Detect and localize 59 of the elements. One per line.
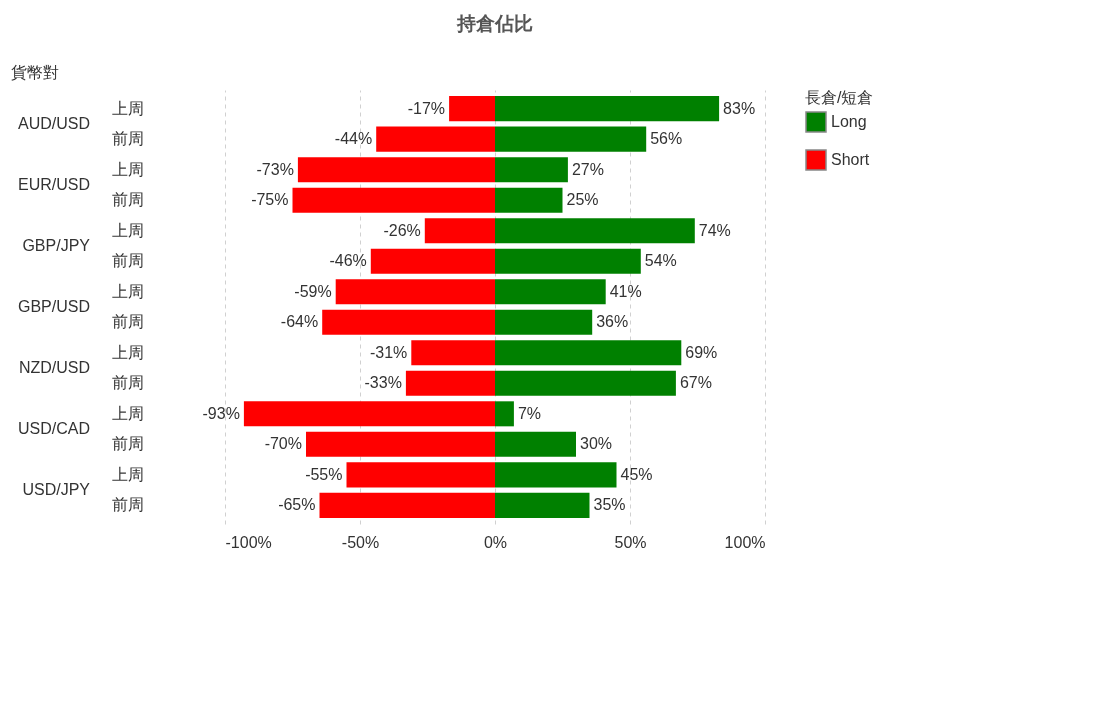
data-label: -75% (251, 191, 289, 209)
x-tick-label: -100% (225, 533, 272, 551)
data-label: -70% (264, 435, 302, 453)
y-tick-label: 前周 (111, 435, 144, 453)
data-label: -93% (202, 404, 240, 422)
data-label: 36% (596, 313, 629, 331)
text: AUD/USD (17, 115, 90, 133)
y-tick-label: 上周 (111, 343, 144, 361)
data-label: 25% (566, 191, 599, 209)
text: NZD/USD (18, 359, 90, 377)
y-axis-title: 貨幣對 (10, 63, 59, 81)
y-tick-label: 前周 (111, 130, 144, 148)
text: EUR/USD (17, 176, 90, 194)
y-tick-label: 前周 (111, 496, 144, 514)
data-label: 56% (650, 130, 683, 148)
data-label: 35% (593, 496, 626, 514)
data-label: -33% (364, 374, 402, 392)
data-label: -73% (256, 160, 294, 178)
y-tick-label: 前周 (111, 374, 144, 392)
data-label: 67% (679, 374, 712, 392)
data-label: -44% (334, 130, 373, 148)
text: USD/CAD (17, 420, 90, 438)
data-label: 54% (644, 252, 677, 270)
x-tick-label: 50% (614, 533, 647, 551)
data-label: -17% (407, 99, 446, 117)
legend-title: 長倉/短倉 (805, 89, 874, 106)
data-label: 27% (571, 160, 604, 178)
text: GBP/USD (17, 298, 90, 316)
data-label: -59% (294, 282, 332, 300)
data-label: 69% (685, 343, 718, 361)
data-label: -65% (278, 496, 316, 514)
x-tick-label: -50% (341, 533, 380, 551)
data-label: 45% (620, 465, 653, 483)
y-tick-label: 上周 (111, 99, 144, 117)
y-tick-label: 上周 (111, 282, 144, 300)
data-label: -55% (305, 465, 343, 483)
data-label: -26% (383, 221, 421, 239)
y-tick-label: 上周 (111, 404, 144, 422)
x-tick-label: 0% (483, 533, 508, 551)
y-tick-label: 前周 (111, 191, 144, 209)
data-label: 7% (517, 404, 542, 422)
data-label: -46% (329, 252, 367, 270)
data-label: -64% (280, 313, 319, 331)
y-tick-label: 上周 (111, 465, 144, 483)
x-tick-label: 100% (724, 533, 766, 551)
data-label: 74% (698, 221, 731, 239)
y-tick-label: 前周 (111, 252, 144, 270)
data-label: -31% (369, 343, 408, 361)
y-tick-label: 上周 (111, 221, 144, 239)
legend-label: Long (831, 113, 867, 130)
text: USD/JPY (22, 481, 91, 499)
y-tick-label: 上周 (111, 160, 144, 178)
data-label: 30% (580, 435, 613, 453)
data-label: 83% (723, 99, 756, 117)
data-label: 41% (609, 282, 642, 300)
legend-label: Short (831, 151, 870, 168)
y-tick-label: 前周 (111, 313, 144, 331)
chart-title: 持倉佔比 (456, 13, 533, 34)
text: GBP/JPY (22, 237, 91, 255)
